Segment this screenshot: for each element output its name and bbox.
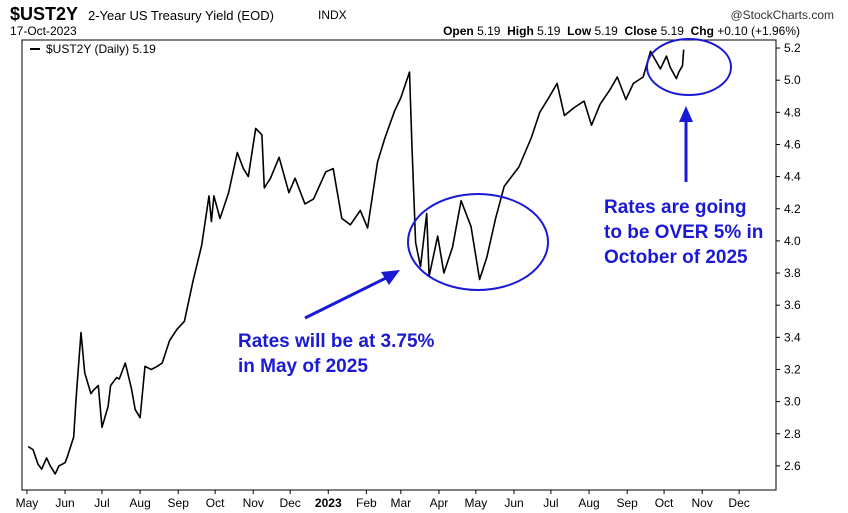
annotation-text-high: Rates are going <box>604 197 747 218</box>
y-tick-label: 2.6 <box>784 459 801 473</box>
arrow-head-low <box>381 270 400 285</box>
y-tick-label: 3.0 <box>784 395 801 409</box>
annotation-text-low: in May of 2025 <box>238 356 368 377</box>
y-tick-label: 4.4 <box>784 170 801 184</box>
x-tick-label: Oct <box>655 496 674 510</box>
x-tick-label: Sep <box>168 496 190 510</box>
x-tick-label: Feb <box>356 496 377 510</box>
x-tick-label: Dec <box>279 496 300 510</box>
y-tick-label: 4.8 <box>784 105 801 119</box>
open-label: Open <box>443 24 474 38</box>
ohlc-readout: Open 5.19 High 5.19 Low 5.19 Close 5.19 … <box>443 24 800 38</box>
chg-label: Chg <box>690 24 714 38</box>
y-tick-label: 4.2 <box>784 202 801 216</box>
x-tick-label: Jul <box>94 496 109 510</box>
x-tick-label: Nov <box>243 496 264 510</box>
y-tick-label: 3.6 <box>784 298 801 312</box>
x-tick-label: Aug <box>129 496 150 510</box>
x-tick-label: Oct <box>206 496 225 510</box>
x-tick-label: Jun <box>55 496 74 510</box>
chart-date: 17-Oct-2023 <box>10 24 77 38</box>
y-tick-label: 4.0 <box>784 234 801 248</box>
y-tick-label: 2.8 <box>784 427 801 441</box>
x-tick-label: Sep <box>616 496 638 510</box>
y-tick-label: 4.6 <box>784 137 801 151</box>
arrow-head-high <box>679 106 693 122</box>
annotation-text-high: to be OVER 5% in <box>604 222 763 243</box>
high-value: 5.19 <box>537 24 561 38</box>
high-label: High <box>507 24 534 38</box>
open-value: 5.19 <box>477 24 501 38</box>
y-tick-label: 3.4 <box>784 330 801 344</box>
plot-frame <box>21 39 777 491</box>
ticker-symbol: $UST2Y <box>10 4 79 24</box>
x-tick-label: May <box>16 496 39 510</box>
x-tick-label: Apr <box>430 496 449 510</box>
arrow-shaft-low <box>304 273 393 320</box>
chart-header: $UST2Y 2-Year US Treasury Yield (EOD) IN… <box>0 0 848 40</box>
close-value: 5.19 <box>660 24 684 38</box>
x-tick-label: Jul <box>543 496 558 510</box>
y-tick-label: 3.2 <box>784 362 801 376</box>
exchange-label: INDX <box>318 8 347 22</box>
chg-value: +0.10 (+1.96%) <box>717 24 800 38</box>
x-tick-label: Dec <box>728 496 749 510</box>
close-label: Close <box>624 24 658 38</box>
x-tick-label: 2023 <box>315 496 342 510</box>
x-tick-label: Mar <box>391 496 412 510</box>
annotation-text-low: Rates will be at 3.75% <box>238 331 435 352</box>
chart-subtitle: 2-Year US Treasury Yield (EOD) <box>88 8 274 23</box>
y-tick-label: 5.0 <box>784 73 801 87</box>
x-tick-label: Aug <box>578 496 599 510</box>
annotation-text-high: October of 2025 <box>604 247 748 268</box>
legend-label: $UST2Y (Daily) 5.19 <box>46 42 156 56</box>
low-value: 5.19 <box>594 24 618 38</box>
stockcharts-watermark: @StockCharts.com <box>730 8 834 22</box>
yield-series-line <box>27 49 685 475</box>
x-tick-label: May <box>465 496 488 510</box>
circle-annotation-high <box>646 38 732 96</box>
x-tick-label: Jun <box>504 496 523 510</box>
low-label: Low <box>567 24 592 38</box>
circle-annotation-low <box>407 193 549 291</box>
y-tick-label: 5.2 <box>784 41 801 55</box>
x-tick-label: Nov <box>692 496 713 510</box>
y-tick-label: 3.8 <box>784 266 801 280</box>
